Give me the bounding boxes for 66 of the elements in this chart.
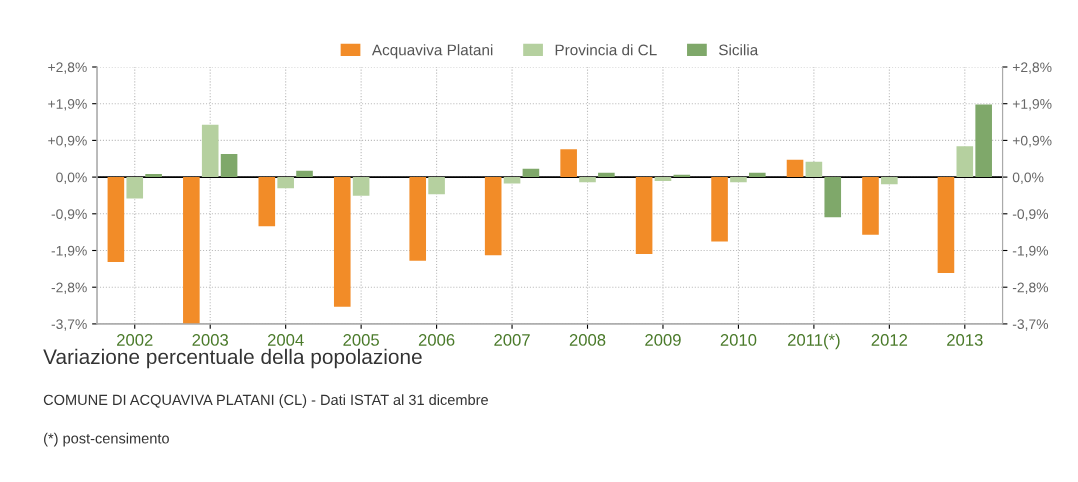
bar [220, 154, 238, 178]
bar [956, 146, 974, 178]
x-tick-label: 2009 [645, 334, 681, 346]
bar [428, 177, 445, 195]
bar [805, 161, 823, 178]
bar [824, 177, 842, 218]
y-tick-label: -0,9% [51, 209, 87, 221]
bar [598, 172, 615, 178]
bar [862, 177, 879, 235]
bar [126, 177, 144, 199]
bar [786, 159, 804, 178]
bar [296, 170, 313, 178]
bar [277, 177, 294, 189]
y-tick-label: +0,9% [48, 135, 87, 148]
bar [975, 104, 992, 178]
text: COMUNE DI ACQUAVIVA PLATANI (CL) - Dati ISTAT al 31 dicembre [43, 394, 488, 408]
legend-label: Sicilia [719, 44, 759, 56]
y2-tick-label: -0,9% [1012, 209, 1049, 221]
x-tick-label: 2008 [569, 334, 606, 346]
y2-tick-label: +0,9% [1012, 135, 1052, 148]
bar [560, 149, 577, 178]
bar [881, 177, 898, 185]
bar [183, 177, 200, 324]
bar [579, 177, 596, 183]
x-tick-label: 2005 [343, 334, 379, 346]
y2-tick-label: -2,8% [1012, 282, 1049, 295]
bar [333, 177, 351, 307]
y2-tick-label: -3,7% [1012, 319, 1049, 331]
bar [145, 173, 162, 178]
legend-label: Acquaviva Platani [371, 44, 493, 59]
y2-tick-label: 0,0% [1012, 172, 1044, 184]
x-tick-label: 2006 [418, 334, 455, 346]
text: Variazione percentuale della popolazione [43, 348, 422, 369]
bar [201, 124, 219, 178]
y2-tick-label: -1,9% [1012, 245, 1049, 258]
x-tick-label: 2013 [947, 334, 983, 346]
bar [409, 177, 427, 261]
text: (*) post-censimento [44, 432, 169, 447]
x-tick-label: 2004 [267, 334, 304, 346]
bar [635, 177, 653, 255]
bar [484, 177, 502, 256]
y-tick-label: 0,0% [56, 172, 87, 184]
legend-label: Provincia di CL [555, 44, 657, 56]
bar [748, 172, 766, 178]
bar [937, 177, 955, 274]
x-tick-label: 2010 [720, 334, 757, 346]
y2-tick-label: +1,9% [1012, 99, 1052, 111]
y-tick-label: +1,9% [48, 99, 87, 111]
bar [352, 177, 370, 196]
x-tick-label: 2003 [192, 334, 229, 346]
y-tick-label: -3,7% [51, 319, 87, 331]
bar [730, 177, 747, 183]
x-tick-label: 2011(*) [788, 333, 840, 350]
x-tick-label: 2007 [494, 334, 530, 346]
bar [711, 177, 728, 242]
bar [258, 177, 276, 227]
y-tick-label: -2,8% [51, 282, 87, 295]
bar [107, 177, 125, 263]
bar [522, 168, 540, 178]
x-tick-label: 2002 [117, 334, 153, 346]
y-tick-label: -1,9% [51, 245, 87, 258]
bar [654, 177, 672, 182]
x-tick-label: 2012 [871, 334, 908, 346]
y2-tick-label: +2,8% [1012, 62, 1052, 74]
y-tick-label: +2,8% [48, 62, 87, 74]
bar [503, 177, 521, 184]
